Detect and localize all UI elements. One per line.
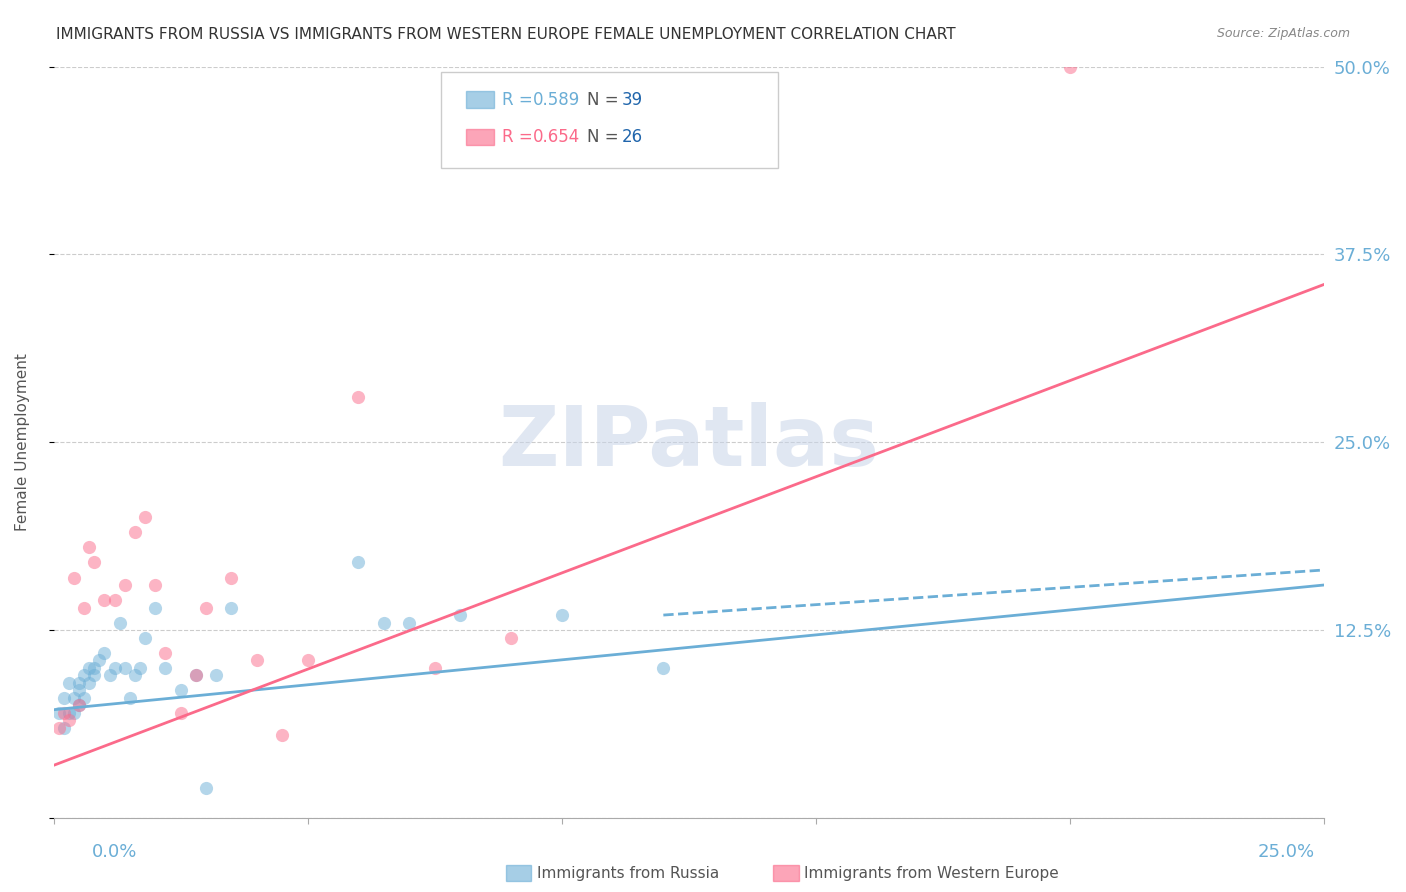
Point [93, 646, 115, 660]
Point [155, 646, 177, 660]
Point [63, 706, 86, 720]
Point [77, 660, 100, 674]
Point [108, 615, 131, 630]
Point [169, 706, 191, 720]
Point [103, 660, 125, 674]
Point [58, 675, 80, 690]
Point [73, 690, 96, 705]
Point [373, 615, 395, 630]
Point [58, 713, 80, 727]
Bar [467, 91, 495, 108]
Point [52, 706, 75, 720]
FancyBboxPatch shape [441, 72, 778, 168]
Text: 25.0%: 25.0% [1257, 843, 1315, 861]
Point [73, 600, 96, 615]
Text: 0.0%: 0.0% [91, 843, 136, 861]
Point [83, 660, 105, 674]
Point [652, 660, 675, 674]
Point [63, 690, 86, 705]
Bar [467, 129, 495, 145]
Point [48, 721, 70, 735]
Point [83, 556, 105, 570]
Point [347, 556, 370, 570]
Point [134, 631, 156, 645]
Point [98, 668, 121, 682]
Point [48, 706, 70, 720]
Point [271, 728, 294, 742]
Point [77, 675, 100, 690]
Point [143, 578, 166, 592]
Point [124, 668, 146, 682]
Point [83, 668, 105, 682]
Point [246, 653, 269, 667]
Point [423, 660, 446, 674]
Point [1059, 60, 1081, 74]
Point [52, 721, 75, 735]
Text: N =: N = [588, 128, 624, 146]
Point [398, 615, 420, 630]
Point [184, 668, 207, 682]
Point [195, 780, 218, 795]
Text: ZIPatlas: ZIPatlas [498, 401, 879, 483]
Point [134, 510, 156, 524]
Y-axis label: Female Unemployment: Female Unemployment [15, 353, 30, 532]
Point [52, 690, 75, 705]
Point [89, 653, 111, 667]
Point [129, 660, 152, 674]
Text: 26: 26 [621, 128, 643, 146]
Point [67, 698, 90, 713]
Point [297, 653, 319, 667]
Point [118, 690, 141, 705]
Point [67, 683, 90, 698]
Point [347, 390, 370, 404]
Text: Source: ZipAtlas.com: Source: ZipAtlas.com [1216, 27, 1350, 40]
Point [73, 668, 96, 682]
Point [155, 660, 177, 674]
Text: Immigrants from Western Europe: Immigrants from Western Europe [804, 866, 1059, 880]
Point [114, 578, 136, 592]
Point [114, 660, 136, 674]
Point [195, 600, 218, 615]
Text: 39: 39 [621, 91, 643, 109]
Text: R =: R = [502, 128, 538, 146]
Point [67, 698, 90, 713]
Text: Immigrants from Russia: Immigrants from Russia [537, 866, 720, 880]
Point [551, 608, 574, 623]
Point [221, 570, 243, 584]
Point [77, 541, 100, 555]
Text: 0.589: 0.589 [533, 91, 579, 109]
Point [449, 608, 471, 623]
Text: R =: R = [502, 91, 538, 109]
Point [103, 593, 125, 607]
Point [221, 600, 243, 615]
Text: 0.654: 0.654 [533, 128, 579, 146]
Point [499, 631, 522, 645]
Point [205, 668, 228, 682]
Point [63, 570, 86, 584]
Point [93, 593, 115, 607]
Point [67, 675, 90, 690]
Point [143, 600, 166, 615]
Point [169, 683, 191, 698]
Text: N =: N = [588, 91, 624, 109]
Text: IMMIGRANTS FROM RUSSIA VS IMMIGRANTS FROM WESTERN EUROPE FEMALE UNEMPLOYMENT COR: IMMIGRANTS FROM RUSSIA VS IMMIGRANTS FRO… [56, 27, 956, 42]
Point [184, 668, 207, 682]
Point [124, 525, 146, 540]
Point [58, 706, 80, 720]
